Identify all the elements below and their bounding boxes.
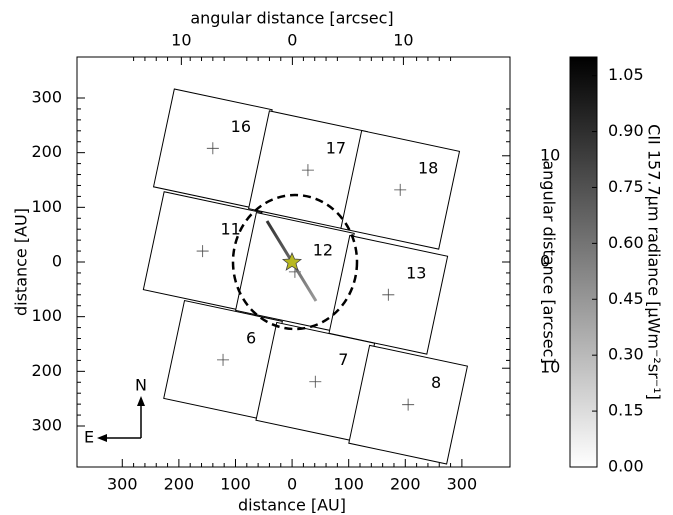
spaxel-center <box>402 398 415 411</box>
x2-tick-label: 10 <box>393 31 413 50</box>
spaxel-label: 17 <box>326 139 346 158</box>
north-label: N <box>135 376 147 395</box>
x-tick-label: 200 <box>164 475 195 494</box>
x-tick-label: 300 <box>447 475 478 494</box>
star <box>281 251 303 271</box>
spaxel-label: 16 <box>231 117 251 136</box>
x-tick-label: 100 <box>220 475 251 494</box>
y-axis-title: distance [AU] <box>12 208 31 316</box>
colorbar-tick-label: 0.30 <box>608 345 644 364</box>
spaxel-center <box>394 183 407 196</box>
y2-tick-label: 10 <box>540 358 560 377</box>
spaxel-center <box>196 245 209 258</box>
beam-circle <box>231 193 359 331</box>
spaxel-label: 11 <box>220 220 240 239</box>
spaxel-label: 8 <box>431 373 441 392</box>
colorbar-tick-label: 0.00 <box>608 457 644 476</box>
colorbar-tick-label: 0.75 <box>608 177 644 196</box>
y-tick-label: 300 <box>31 88 62 107</box>
spaxel-label: 13 <box>406 263 426 282</box>
y2-axis-title: angular distance [arcsec] <box>540 160 559 363</box>
colorbar-tick-label: 1.05 <box>608 65 644 84</box>
colorbar-title: CII 157.7μm radiance [μWm⁻²sr⁻¹] <box>645 124 664 400</box>
compass: N E <box>84 376 147 447</box>
colorbar <box>569 56 598 468</box>
spaxel-center <box>206 142 219 155</box>
spaxel-center <box>382 288 395 301</box>
spaxel-center <box>217 353 230 366</box>
y-tick-label: 300 <box>31 416 62 435</box>
x-tick-label: 200 <box>390 475 421 494</box>
east-label: E <box>84 428 94 447</box>
y-tick-label: 200 <box>31 361 62 380</box>
x2-axis-title: angular distance [arcsec] <box>190 9 393 28</box>
y-tick-label: 0 <box>52 252 62 271</box>
y-tick-label: 100 <box>31 197 62 216</box>
x-tick-label: 0 <box>287 475 297 494</box>
y-tick-label: 100 <box>31 306 62 325</box>
spaxel-label: 6 <box>246 328 256 347</box>
colorbar-tick-label: 0.15 <box>608 401 644 420</box>
spaxel-label: 12 <box>313 240 333 259</box>
colorbar-tick-label: 0.45 <box>608 289 644 308</box>
spaxel-label: 18 <box>418 158 438 177</box>
y-tick-label: 200 <box>31 142 62 161</box>
x-tick-label: 300 <box>107 475 138 494</box>
x2-tick-label: 0 <box>287 31 297 50</box>
spaxel-center <box>301 164 314 177</box>
x-tick-label: 100 <box>333 475 364 494</box>
y2-tick-label: 0 <box>540 252 550 271</box>
y2-tick-label: 10 <box>540 145 560 164</box>
spaxel-layer: 16 17 18 11 12 13 6 7 8 <box>142 88 469 465</box>
colorbar-tick-label: 0.60 <box>608 233 644 252</box>
colorbar-tick-label: 0.90 <box>608 121 644 140</box>
x-axis-title: distance [AU] <box>238 496 346 515</box>
spaxel-label: 7 <box>338 350 348 369</box>
spaxel-center <box>309 375 322 388</box>
x2-tick-label: 10 <box>171 31 191 50</box>
